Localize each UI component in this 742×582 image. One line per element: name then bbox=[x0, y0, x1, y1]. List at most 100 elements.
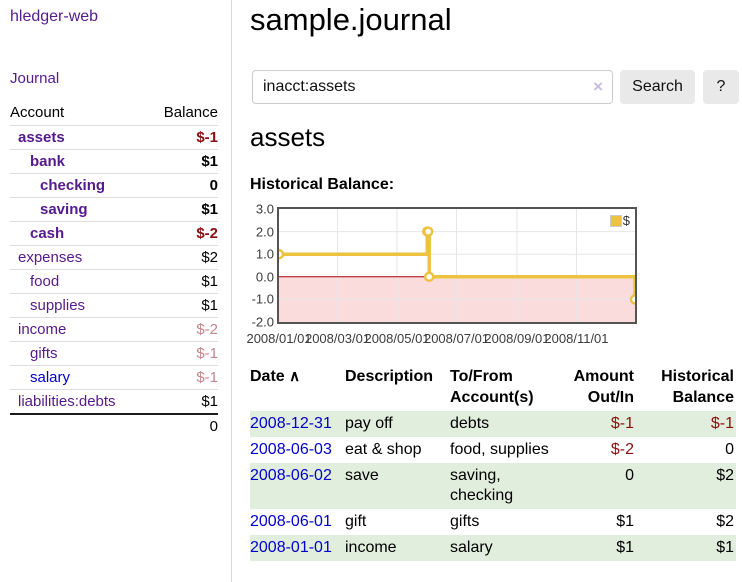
account-row: assets $-1 bbox=[10, 125, 218, 150]
account-balance: $-1 bbox=[147, 365, 218, 390]
transaction-description: pay off bbox=[345, 415, 393, 432]
account-row: supplies $1 bbox=[10, 293, 218, 318]
account-link[interactable]: salary bbox=[30, 369, 71, 386]
account-row: cash $-2 bbox=[10, 221, 218, 246]
account-balance: $-1 bbox=[147, 125, 218, 150]
account-row: checking 0 bbox=[10, 173, 218, 198]
help-button[interactable]: ? bbox=[703, 70, 739, 104]
account-link[interactable]: income bbox=[18, 321, 67, 338]
register-header-balance: Historical Balance bbox=[661, 368, 734, 406]
register-header-amount: Amount Out/In bbox=[573, 368, 634, 406]
account-link[interactable]: cash bbox=[30, 225, 65, 242]
transaction-date-link[interactable]: 2008-12-31 bbox=[250, 415, 332, 432]
chart-plot-area: $ bbox=[277, 207, 637, 324]
accounts-total-row: 0 bbox=[10, 413, 218, 438]
transaction-accounts: saving, checking bbox=[450, 467, 514, 504]
sidebar-item-journal[interactable]: Journal bbox=[10, 70, 60, 87]
account-balance: 0 bbox=[147, 173, 218, 198]
transaction-amount: $-1 bbox=[610, 415, 634, 432]
account-row: liabilities:debts $1 bbox=[10, 389, 218, 414]
y-axis-tick-label: 3.0 bbox=[255, 201, 274, 217]
x-axis-tick-label: 2008/03/01 bbox=[304, 331, 371, 346]
register-header-description: Description bbox=[345, 368, 434, 385]
register-table: Date ∧ Description To/From Account(s) Am… bbox=[250, 363, 736, 561]
account-balance: $-2 bbox=[147, 221, 218, 246]
account-row: expenses $2 bbox=[10, 245, 218, 270]
chart-label: Historical Balance: bbox=[250, 176, 395, 193]
transaction-balance: $2 bbox=[716, 467, 734, 484]
chart-canvas bbox=[279, 209, 635, 322]
y-axis-tick-label: 0.0 bbox=[255, 269, 274, 285]
register-row: 2008-06-01 gift gifts $1 $2 bbox=[250, 509, 736, 535]
account-balance: $1 bbox=[147, 389, 218, 414]
sidebar-divider bbox=[231, 0, 232, 582]
register-row: 2008-01-01 income salary $1 $1 bbox=[250, 535, 736, 561]
y-axis-tick-label: 1.0 bbox=[255, 246, 274, 262]
account-link[interactable]: saving bbox=[40, 201, 88, 218]
transaction-description: eat & shop bbox=[345, 441, 422, 458]
transaction-balance: 0 bbox=[725, 441, 734, 458]
accounts-total-value: 0 bbox=[147, 413, 218, 438]
transaction-description: gift bbox=[345, 513, 367, 530]
register-row: 2008-06-02 save saving, checking 0 $2 bbox=[250, 463, 736, 509]
page-title: sample.journal bbox=[250, 2, 452, 37]
y-axis-tick-label: -2.0 bbox=[251, 314, 274, 330]
transaction-amount: $1 bbox=[616, 513, 634, 530]
app-title-link[interactable]: hledger-web bbox=[10, 8, 99, 25]
account-link[interactable]: gifts bbox=[30, 345, 58, 362]
accounts-header-balance: Balance bbox=[163, 104, 218, 121]
register-header-accounts: To/From Account(s) bbox=[450, 368, 534, 406]
sidebar: hledger-web Journal Account Balance asse… bbox=[0, 0, 232, 582]
account-row: saving $1 bbox=[10, 197, 218, 222]
x-axis-tick-label: 2008/05/01 bbox=[364, 331, 430, 346]
account-row: food $1 bbox=[10, 269, 218, 294]
transaction-date-link[interactable]: 2008-06-02 bbox=[250, 467, 332, 484]
y-axis-tick-label: -1.0 bbox=[251, 291, 274, 307]
account-row: gifts $-1 bbox=[10, 341, 218, 366]
account-balance: $1 bbox=[147, 269, 218, 294]
transaction-date-link[interactable]: 2008-06-03 bbox=[250, 441, 332, 458]
transaction-accounts: food, supplies bbox=[450, 441, 549, 458]
x-axis-tick-label: 2008/11/01 bbox=[544, 331, 609, 346]
register-header-row: Date ∧ Description To/From Account(s) Am… bbox=[250, 363, 736, 411]
transaction-accounts: debts bbox=[450, 415, 490, 432]
transaction-balance: $-1 bbox=[710, 415, 734, 432]
main-content: sample.journal × Search ? assets Histori… bbox=[246, 0, 739, 582]
transaction-balance: $1 bbox=[716, 539, 734, 556]
account-heading: assets bbox=[250, 122, 326, 152]
account-link[interactable]: supplies bbox=[30, 297, 86, 314]
transaction-date-link[interactable]: 2008-01-01 bbox=[250, 539, 332, 556]
legend-swatch-icon bbox=[609, 215, 622, 227]
account-balance: $1 bbox=[147, 149, 218, 174]
account-balance: $-1 bbox=[147, 341, 218, 366]
account-balance: $2 bbox=[147, 245, 218, 270]
x-axis-tick-label: 2008/09/01 bbox=[484, 331, 550, 346]
register-row: 2008-12-31 pay off debts $-1 $-1 bbox=[250, 411, 736, 437]
accounts-table: Account Balance assets $-1 bank $1 checking 0… bbox=[10, 100, 218, 438]
clear-search-icon[interactable]: × bbox=[593, 77, 603, 96]
account-balance: $-2 bbox=[147, 317, 218, 342]
account-row: bank $1 bbox=[10, 149, 218, 174]
account-link[interactable]: checking bbox=[40, 177, 106, 194]
balance-chart: 3.0 2.0 1.0 0.0 -1.0 -2.0 $ 2008/01/01 2008/03… bbox=[246, 200, 640, 350]
account-row: salary $-1 bbox=[10, 365, 218, 390]
transaction-date-link[interactable]: 2008-06-01 bbox=[250, 513, 332, 530]
register-header-date: Date ∧ bbox=[250, 368, 301, 385]
transaction-accounts: salary bbox=[450, 539, 493, 556]
account-link[interactable]: expenses bbox=[18, 249, 83, 266]
account-link[interactable]: assets bbox=[18, 129, 65, 146]
search-input[interactable] bbox=[263, 72, 583, 102]
chart-legend: $ bbox=[609, 213, 630, 228]
account-link[interactable]: liabilities:debts bbox=[18, 393, 116, 410]
x-axis-tick-label: 2008/07/01 bbox=[423, 331, 490, 346]
account-balance: $1 bbox=[147, 197, 218, 222]
search-row: × Search ? bbox=[250, 70, 739, 104]
search-box: × bbox=[252, 70, 613, 104]
account-row: income $-2 bbox=[10, 317, 218, 342]
x-axis-tick-label: 2008/01/01 bbox=[246, 331, 312, 346]
account-link[interactable]: food bbox=[30, 273, 60, 290]
transaction-description: income bbox=[345, 539, 397, 556]
account-link[interactable]: bank bbox=[30, 153, 66, 170]
register-row: 2008-06-03 eat & shop food, supplies $-2 0 bbox=[250, 437, 736, 463]
search-button[interactable]: Search bbox=[620, 70, 695, 104]
